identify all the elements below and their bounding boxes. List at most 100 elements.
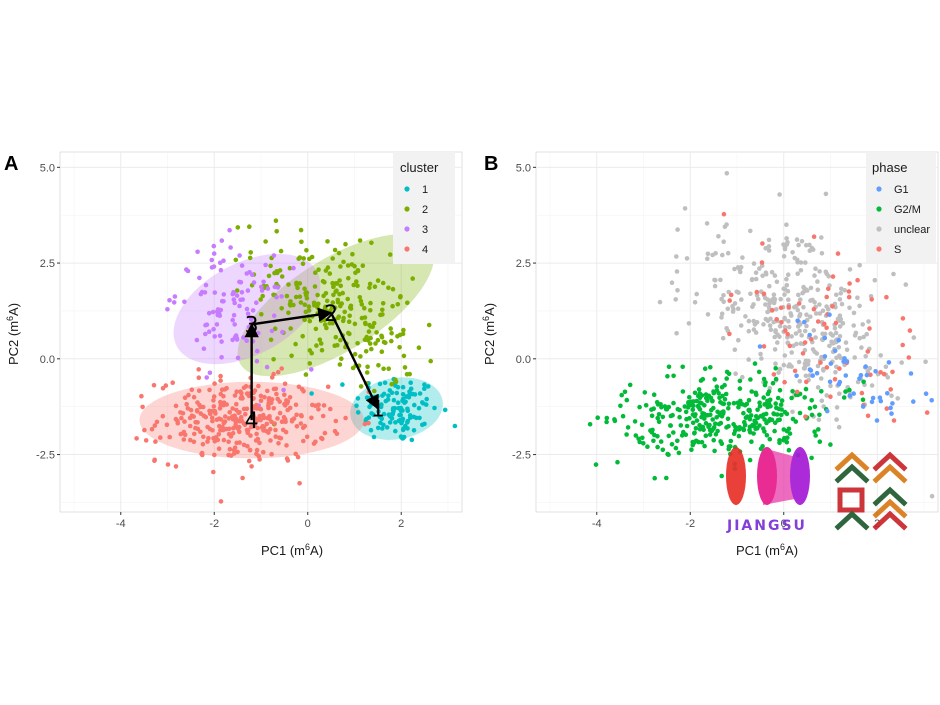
data-point — [153, 439, 158, 444]
data-point — [792, 305, 797, 310]
data-point — [258, 393, 264, 399]
data-point — [811, 234, 817, 239]
legend-title: phase — [872, 160, 907, 175]
data-point — [315, 292, 320, 298]
data-point — [692, 300, 698, 305]
data-point — [322, 430, 328, 436]
data-point — [776, 370, 781, 375]
data-point — [442, 407, 448, 413]
data-point — [350, 365, 356, 371]
logo-red-petal — [726, 447, 746, 505]
data-point — [400, 396, 406, 402]
data-point — [772, 347, 778, 352]
data-point — [340, 290, 346, 296]
data-point — [861, 334, 866, 340]
data-point — [367, 285, 372, 291]
data-point — [929, 398, 934, 403]
data-point — [192, 431, 197, 437]
data-point — [721, 293, 726, 298]
data-point — [424, 396, 430, 402]
data-point — [307, 348, 313, 353]
data-point — [724, 425, 729, 430]
data-point — [195, 249, 200, 255]
data-point — [651, 438, 656, 444]
data-point — [405, 300, 410, 306]
data-point — [381, 366, 386, 372]
data-point — [332, 247, 338, 253]
data-point — [649, 407, 654, 412]
data-point — [794, 389, 800, 395]
data-point — [847, 393, 853, 398]
x-tick-label: 0 — [781, 518, 787, 530]
data-point — [402, 365, 408, 370]
data-point — [844, 347, 850, 353]
data-point — [160, 386, 166, 391]
data-point — [393, 420, 398, 425]
data-point — [808, 368, 814, 373]
data-point — [375, 278, 381, 283]
data-point — [660, 447, 666, 453]
data-point — [232, 393, 238, 398]
data-point — [782, 379, 787, 385]
data-point — [816, 427, 821, 432]
data-point — [865, 369, 871, 374]
data-point — [855, 277, 860, 283]
data-point — [293, 341, 298, 347]
data-point — [182, 299, 187, 305]
data-point — [313, 439, 318, 445]
data-point — [658, 402, 663, 407]
data-point — [219, 387, 225, 393]
data-point — [694, 398, 699, 404]
data-point — [836, 338, 841, 343]
data-point — [710, 417, 715, 422]
data-point — [363, 321, 368, 327]
data-point — [239, 263, 245, 268]
data-point — [846, 294, 852, 300]
data-point — [149, 426, 155, 432]
data-point — [762, 295, 768, 301]
data-point — [751, 261, 757, 266]
panel-label-a: A — [4, 153, 18, 175]
data-point — [790, 389, 795, 394]
data-point — [637, 439, 642, 445]
data-point — [330, 256, 336, 261]
data-point — [381, 411, 387, 417]
data-point — [400, 331, 406, 337]
data-point — [301, 256, 307, 261]
data-point — [395, 400, 401, 406]
data-point — [900, 316, 906, 321]
data-point — [235, 355, 241, 361]
data-point — [237, 440, 242, 445]
data-point — [711, 390, 717, 396]
data-point — [369, 240, 374, 246]
data-point — [230, 430, 236, 436]
data-point — [320, 413, 326, 419]
y-tick-label: 5.0 — [516, 162, 531, 174]
data-point — [864, 372, 870, 378]
scatter-points — [134, 218, 458, 504]
data-point — [232, 322, 237, 327]
data-point — [726, 444, 732, 449]
data-point — [298, 227, 304, 233]
data-point — [860, 397, 866, 403]
data-point — [408, 380, 414, 386]
data-point — [692, 390, 698, 396]
data-point — [172, 294, 178, 299]
data-point — [315, 305, 320, 310]
data-point — [869, 399, 875, 405]
data-point — [738, 323, 744, 328]
data-point — [747, 457, 753, 463]
data-point — [354, 279, 359, 284]
data-point — [740, 255, 745, 260]
data-point — [748, 377, 753, 382]
data-point — [807, 332, 812, 338]
data-point — [389, 338, 394, 344]
data-point — [669, 280, 675, 286]
data-point — [302, 302, 308, 308]
data-point — [690, 442, 696, 448]
data-point — [753, 426, 758, 432]
data-point — [797, 378, 803, 384]
data-point — [390, 303, 395, 309]
data-point — [257, 414, 263, 419]
data-point — [728, 438, 734, 444]
